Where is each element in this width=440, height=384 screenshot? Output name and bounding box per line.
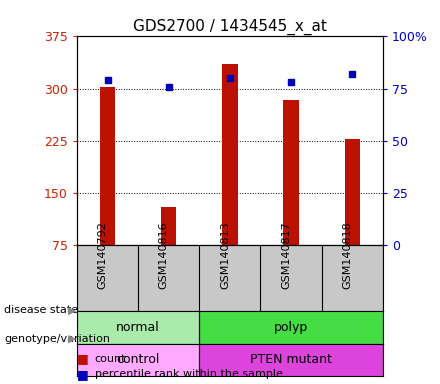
- Text: GSM140818: GSM140818: [342, 221, 352, 289]
- Bar: [260, 245, 322, 311]
- Bar: [77, 245, 138, 311]
- Text: normal: normal: [116, 321, 160, 334]
- Text: GSM140817: GSM140817: [281, 221, 291, 289]
- Bar: [322, 245, 383, 311]
- Text: ■: ■: [77, 368, 89, 381]
- Text: PTEN mutant: PTEN mutant: [250, 353, 332, 366]
- Text: control: control: [117, 353, 160, 366]
- Text: GSM140813: GSM140813: [220, 221, 230, 289]
- Bar: [161, 207, 176, 245]
- Bar: [222, 64, 238, 245]
- Text: polyp: polyp: [274, 321, 308, 334]
- Text: ■: ■: [77, 353, 89, 366]
- Bar: [199, 311, 383, 344]
- Bar: [100, 87, 115, 245]
- Title: GDS2700 / 1434545_x_at: GDS2700 / 1434545_x_at: [133, 19, 327, 35]
- Bar: [199, 245, 260, 311]
- Text: disease state: disease state: [4, 305, 78, 315]
- Text: GSM140792: GSM140792: [98, 221, 108, 289]
- Text: ▶: ▶: [68, 305, 77, 315]
- Text: percentile rank within the sample: percentile rank within the sample: [95, 369, 282, 379]
- Text: count: count: [95, 354, 126, 364]
- Text: GSM140816: GSM140816: [159, 221, 169, 289]
- Bar: [199, 344, 383, 376]
- Bar: [77, 311, 199, 344]
- Bar: [77, 344, 199, 376]
- Bar: [283, 100, 299, 245]
- Text: genotype/variation: genotype/variation: [4, 334, 110, 344]
- Bar: [345, 139, 360, 245]
- Bar: [138, 245, 199, 311]
- Text: ▶: ▶: [68, 334, 77, 344]
